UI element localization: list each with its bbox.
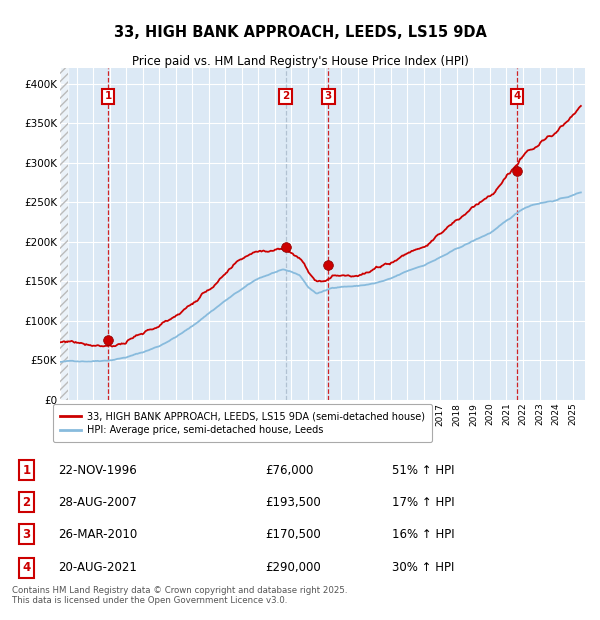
Text: 26-MAR-2010: 26-MAR-2010	[58, 528, 137, 541]
Text: 22-NOV-1996: 22-NOV-1996	[58, 464, 137, 477]
Bar	[60, 68, 68, 400]
Text: 2: 2	[282, 91, 289, 102]
Text: Contains HM Land Registry data © Crown copyright and database right 2025.
This d: Contains HM Land Registry data © Crown c…	[12, 586, 347, 605]
Text: £76,000: £76,000	[265, 464, 314, 477]
Text: £290,000: £290,000	[265, 561, 321, 574]
Text: 2: 2	[22, 496, 31, 508]
Text: 16% ↑ HPI: 16% ↑ HPI	[392, 528, 455, 541]
Text: 1: 1	[22, 464, 31, 477]
Text: 1: 1	[104, 91, 112, 102]
Text: 4: 4	[514, 91, 521, 102]
Text: £193,500: £193,500	[265, 496, 321, 508]
Text: 28-AUG-2007: 28-AUG-2007	[58, 496, 137, 508]
Legend: 33, HIGH BANK APPROACH, LEEDS, LS15 9DA (semi-detached house), HPI: Average pric: 33, HIGH BANK APPROACH, LEEDS, LS15 9DA …	[53, 404, 431, 442]
Text: Price paid vs. HM Land Registry's House Price Index (HPI): Price paid vs. HM Land Registry's House …	[131, 55, 469, 68]
Text: 3: 3	[325, 91, 332, 102]
Text: 30% ↑ HPI: 30% ↑ HPI	[392, 561, 455, 574]
Text: 20-AUG-2021: 20-AUG-2021	[58, 561, 137, 574]
Text: 51% ↑ HPI: 51% ↑ HPI	[392, 464, 455, 477]
Text: 17% ↑ HPI: 17% ↑ HPI	[392, 496, 455, 508]
Text: £170,500: £170,500	[265, 528, 321, 541]
Text: 4: 4	[22, 561, 31, 574]
Text: 33, HIGH BANK APPROACH, LEEDS, LS15 9DA: 33, HIGH BANK APPROACH, LEEDS, LS15 9DA	[113, 25, 487, 40]
Bar	[60, 68, 68, 400]
Text: 3: 3	[22, 528, 31, 541]
